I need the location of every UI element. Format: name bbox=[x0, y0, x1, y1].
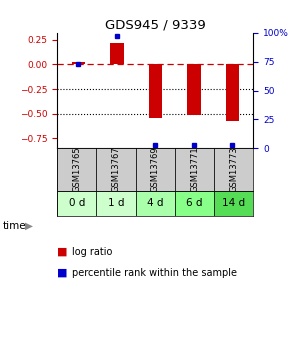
Text: 6 d: 6 d bbox=[186, 198, 203, 208]
Text: GSM13767: GSM13767 bbox=[112, 147, 120, 192]
Bar bbox=[136, 190, 175, 216]
Text: ■: ■ bbox=[57, 247, 68, 257]
Text: GSM13765: GSM13765 bbox=[72, 147, 81, 192]
Bar bbox=[175, 148, 214, 190]
Bar bbox=[57, 190, 96, 216]
Text: 4 d: 4 d bbox=[147, 198, 163, 208]
Text: log ratio: log ratio bbox=[72, 247, 112, 257]
Bar bbox=[175, 190, 214, 216]
Title: GDS945 / 9339: GDS945 / 9339 bbox=[105, 19, 206, 32]
Text: 1 d: 1 d bbox=[108, 198, 124, 208]
Text: GSM13773: GSM13773 bbox=[229, 147, 238, 192]
Bar bbox=[96, 148, 136, 190]
Bar bbox=[110, 43, 124, 65]
Bar bbox=[226, 65, 239, 121]
Text: percentile rank within the sample: percentile rank within the sample bbox=[72, 268, 237, 277]
Bar bbox=[71, 62, 85, 65]
Bar bbox=[57, 148, 96, 190]
Text: ▶: ▶ bbox=[25, 221, 33, 231]
Text: ■: ■ bbox=[57, 268, 68, 277]
Bar bbox=[214, 190, 253, 216]
Text: 0 d: 0 d bbox=[69, 198, 85, 208]
Text: GSM13771: GSM13771 bbox=[190, 147, 199, 192]
Bar bbox=[187, 65, 200, 115]
Bar bbox=[136, 148, 175, 190]
Text: 14 d: 14 d bbox=[222, 198, 245, 208]
Text: time: time bbox=[3, 221, 27, 231]
Text: GSM13769: GSM13769 bbox=[151, 147, 160, 192]
Bar bbox=[214, 148, 253, 190]
Bar bbox=[96, 190, 136, 216]
Bar bbox=[149, 65, 162, 118]
